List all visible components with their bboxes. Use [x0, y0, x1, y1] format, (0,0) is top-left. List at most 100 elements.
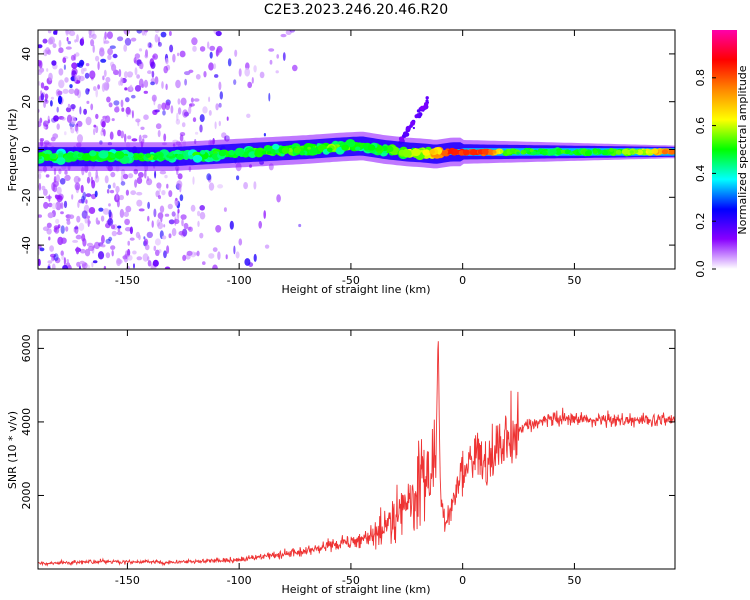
noise-speckle	[166, 183, 169, 189]
noise-speckle	[160, 31, 167, 38]
noise-speckle	[86, 215, 90, 219]
spur-speckle	[412, 126, 415, 130]
noise-speckle	[102, 115, 108, 119]
noise-speckle	[124, 37, 132, 46]
noise-speckle	[208, 62, 214, 71]
noise-speckle	[154, 34, 159, 43]
noise-speckle	[150, 78, 156, 83]
noise-speckle	[179, 194, 184, 202]
ridge-blob	[57, 152, 64, 158]
noise-speckle	[163, 65, 168, 74]
noise-speckle	[79, 38, 85, 46]
ridge-blob	[267, 151, 272, 155]
noise-speckle	[163, 250, 167, 259]
ridge-blob	[367, 144, 376, 151]
noise-speckle	[76, 120, 83, 127]
ridge-blob	[341, 144, 350, 151]
noise-speckle	[66, 259, 69, 263]
noise-speckle	[158, 184, 161, 193]
noise-speckle	[161, 235, 167, 240]
noise-speckle	[151, 94, 157, 102]
noise-speckle	[78, 199, 85, 204]
snr-y-tick-label: 2000	[20, 482, 33, 510]
noise-speckle	[141, 83, 144, 89]
noise-speckle	[145, 49, 148, 57]
noise-speckle	[89, 70, 96, 79]
noise-speckle	[177, 98, 181, 105]
ridge-blob	[345, 139, 356, 148]
ridge-blob	[293, 147, 302, 154]
noise-speckle	[91, 77, 94, 81]
spectrogram-y-tick-label: 20	[20, 95, 33, 109]
snr-x-axis-label: Height of straight line (km)	[281, 583, 430, 596]
noise-speckle	[282, 52, 286, 61]
colorbar-tick-label: 0.8	[694, 69, 707, 87]
noise-speckle	[97, 84, 100, 90]
spectrogram-x-tick-label: 50	[567, 274, 581, 287]
noise-speckle	[127, 248, 131, 257]
noise-speckle	[51, 202, 57, 210]
noise-speckle	[213, 63, 217, 70]
noise-speckle	[160, 215, 163, 223]
noise-speckle	[118, 69, 122, 77]
noise-speckle	[88, 220, 91, 224]
noise-speckle	[124, 218, 130, 226]
noise-speckle	[157, 222, 164, 230]
noise-speckle	[85, 63, 90, 67]
noise-speckle	[56, 123, 60, 130]
noise-speckle	[229, 220, 234, 230]
noise-speckle	[120, 181, 126, 186]
noise-speckle	[116, 70, 119, 76]
ridge-blob	[584, 150, 592, 157]
ridge-blob	[109, 153, 116, 159]
noise-speckle	[120, 77, 124, 86]
noise-speckle	[95, 55, 100, 62]
spur-speckle	[402, 135, 406, 138]
noise-speckle	[244, 67, 250, 77]
noise-speckle	[85, 116, 92, 126]
ridge-blob	[38, 156, 42, 160]
noise-speckle	[83, 108, 87, 115]
noise-speckle	[55, 201, 62, 211]
noise-speckle	[165, 57, 169, 65]
noise-speckle	[135, 118, 141, 123]
noise-speckle	[66, 220, 71, 226]
noise-speckle	[197, 220, 200, 227]
noise-speckle	[105, 252, 111, 259]
noise-speckle	[177, 173, 183, 180]
noise-speckle	[128, 173, 134, 179]
noise-speckle	[135, 231, 140, 239]
noise-speckle	[125, 106, 131, 115]
ridge-blob	[642, 149, 647, 154]
noise-speckle	[199, 114, 205, 123]
noise-speckle	[244, 258, 251, 266]
noise-speckle	[182, 254, 187, 261]
noise-speckle	[81, 233, 86, 242]
noise-speckle	[154, 76, 159, 85]
noise-speckle	[51, 60, 57, 66]
noise-speckle	[138, 134, 142, 144]
noise-speckle	[181, 218, 184, 227]
noise-speckle	[215, 225, 222, 233]
noise-speckle	[142, 253, 149, 262]
noise-speckle	[134, 53, 141, 59]
ridge-blob	[45, 151, 50, 155]
noise-speckle	[115, 105, 120, 111]
noise-speckle	[95, 88, 98, 98]
snr-x-tick-label: -50	[342, 574, 360, 587]
noise-speckle	[207, 41, 210, 49]
noise-speckle	[116, 191, 119, 201]
noise-speckle	[62, 88, 69, 94]
noise-speckle	[178, 230, 185, 236]
ridge-blob	[183, 156, 189, 160]
noise-speckle	[131, 94, 136, 99]
noise-speckle	[88, 34, 92, 39]
noise-speckle	[58, 116, 65, 120]
noise-speckle	[53, 30, 57, 35]
noise-speckle	[190, 204, 196, 212]
noise-speckle	[275, 70, 279, 74]
spur-speckle	[422, 104, 427, 110]
noise-speckle	[177, 107, 182, 115]
noise-speckle	[138, 208, 145, 212]
noise-speckle	[107, 184, 111, 189]
